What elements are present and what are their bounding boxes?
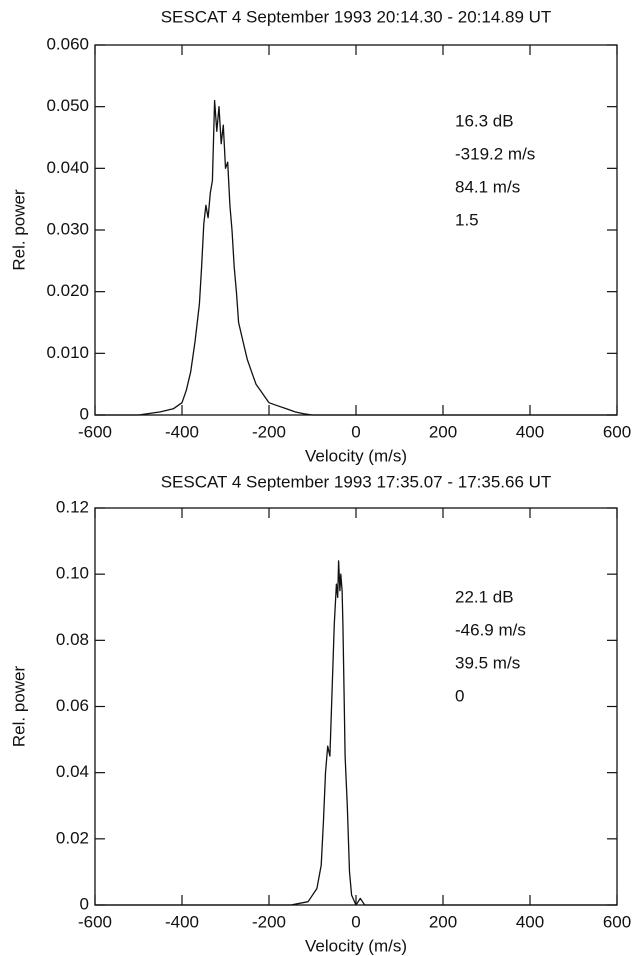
- chart-title: SESCAT 4 September 1993 17:35.07 - 17:35…: [161, 472, 552, 491]
- y-tick-label: 0.060: [46, 34, 89, 53]
- y-tick-label: 0.04: [56, 762, 89, 781]
- annotation: 22.1 dB: [455, 587, 514, 606]
- x-tick-label: 0: [351, 912, 360, 931]
- x-tick-label: 600: [603, 422, 631, 441]
- x-tick-label: -400: [165, 912, 199, 931]
- y-tick-label: 0: [80, 894, 89, 913]
- y-tick-label: 0.10: [56, 564, 89, 583]
- x-tick-label: -600: [78, 912, 112, 931]
- plot-frame: [94, 44, 618, 416]
- x-tick-label: 600: [603, 912, 631, 931]
- y-tick-label: 0.010: [46, 343, 89, 362]
- x-tick-label: 200: [429, 422, 457, 441]
- y-tick-label: 0.030: [46, 219, 89, 238]
- y-tick-label: 0.040: [46, 158, 89, 177]
- y-tick-label: 0.020: [46, 281, 89, 300]
- y-tick-label: 0.06: [56, 696, 89, 715]
- annotation: 84.1 m/s: [455, 177, 520, 196]
- x-tick-label: 400: [516, 422, 544, 441]
- annotation: 39.5 m/s: [455, 653, 520, 672]
- y-tick-label: 0: [80, 404, 89, 423]
- annotation: 16.3 dB: [455, 111, 514, 130]
- y-axis-label: Rel. power: [9, 189, 28, 271]
- x-axis-label: Velocity (m/s): [305, 936, 407, 955]
- x-tick-label: -600: [78, 422, 112, 441]
- x-tick-label: 200: [429, 912, 457, 931]
- annotation: -319.2 m/s: [455, 144, 535, 163]
- chart-title: SESCAT 4 September 1993 20:14.30 - 20:14…: [161, 7, 552, 26]
- y-tick-label: 0.08: [56, 630, 89, 649]
- x-tick-label: -200: [252, 912, 286, 931]
- x-tick-label: -200: [252, 422, 286, 441]
- y-tick-label: 0.12: [56, 497, 89, 516]
- y-axis-label: Rel. power: [9, 666, 28, 748]
- annotation: -46.9 m/s: [455, 620, 526, 639]
- x-tick-label: 400: [516, 912, 544, 931]
- annotation: 0: [455, 686, 464, 705]
- plot-frame: [94, 507, 618, 906]
- spectrum-line: [95, 560, 617, 906]
- spectrum-line: [95, 99, 617, 416]
- x-axis-label: Velocity (m/s): [305, 446, 407, 465]
- y-tick-label: 0.02: [56, 828, 89, 847]
- y-tick-label: 0.050: [46, 96, 89, 115]
- x-tick-label: -400: [165, 422, 199, 441]
- x-tick-label: 0: [351, 422, 360, 441]
- annotation: 1.5: [455, 210, 479, 229]
